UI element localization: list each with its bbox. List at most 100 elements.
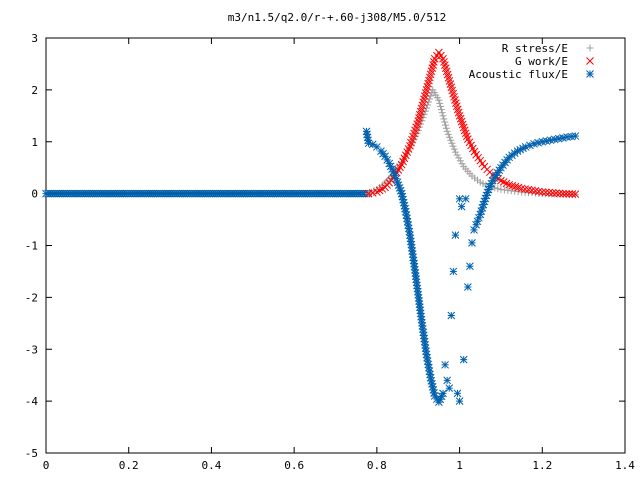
g-work-e-point xyxy=(417,104,426,113)
acoustic-flux-e-point xyxy=(453,389,462,398)
g-work-e-point xyxy=(462,132,471,141)
acoustic-flux-e-point xyxy=(457,202,466,211)
g-work-e-point xyxy=(457,117,466,126)
r-stress-e-point xyxy=(446,133,454,141)
g-work-e-point xyxy=(459,123,468,132)
acoustic-flux-e-point xyxy=(468,239,476,247)
g-work-e-point xyxy=(461,129,470,138)
r-stress-e-point xyxy=(448,139,456,147)
g-work-e-point xyxy=(414,117,423,125)
r-stress-e-point xyxy=(415,123,423,131)
g-work-e-point xyxy=(458,120,467,129)
g-work-e-point xyxy=(548,188,557,197)
acoustic-flux-e-point xyxy=(455,194,464,203)
r-stress-e-point xyxy=(456,157,464,165)
g-work-e-point xyxy=(545,188,554,197)
r-stress-e-point xyxy=(494,185,502,193)
g-work-e-point xyxy=(455,111,464,120)
g-work-e-point xyxy=(415,114,423,122)
g-work-e-point xyxy=(423,82,432,91)
g-work-e-point xyxy=(416,110,424,119)
y-tick-label: -5 xyxy=(25,447,38,460)
legend-marker xyxy=(586,70,594,78)
r-stress-e-point xyxy=(443,127,451,135)
y-tick-labels: 3 2 1 0 -1 -2 -3 -4 -5 xyxy=(25,32,39,460)
legend-label: Acoustic flux/E xyxy=(469,68,568,81)
r-stress-e-point xyxy=(450,145,458,153)
r-stress-e-point xyxy=(447,136,455,144)
g-work-e-point xyxy=(429,61,437,69)
y-tick-label: -2 xyxy=(25,291,38,304)
g-work-e-point xyxy=(416,107,425,116)
g-work-e-point xyxy=(430,58,438,66)
acoustic-flux-e-point xyxy=(455,397,464,405)
acoustic-flux-e-point xyxy=(445,384,454,393)
g-work-e-point xyxy=(552,189,560,197)
acoustic-flux-e-point xyxy=(447,311,456,320)
acoustic-flux-e-point xyxy=(526,141,534,150)
g-work-e-point xyxy=(419,98,428,107)
r-stress-e-point xyxy=(442,121,450,129)
r-stress-e-point xyxy=(437,102,445,110)
x-tick-label: 0.2 xyxy=(119,459,139,472)
acoustic-flux-e-point xyxy=(451,231,460,239)
g-work-e-point xyxy=(456,114,465,123)
y-tick-label: -1 xyxy=(25,240,38,253)
acoustic-flux-e-point xyxy=(470,226,478,234)
r-stress-e-point xyxy=(444,130,452,138)
g-work-e-point xyxy=(541,188,550,197)
y-tick-label: 2 xyxy=(31,84,38,97)
data-points xyxy=(42,48,580,407)
g-work-e-point xyxy=(568,190,577,198)
acoustic-flux-e-point xyxy=(461,194,470,203)
g-work-e-point xyxy=(426,70,435,79)
r-stress-e-point xyxy=(491,184,499,192)
y-tick-label: -4 xyxy=(25,395,39,408)
g-work-e-point xyxy=(425,73,434,82)
acoustic-flux-e-point xyxy=(383,156,392,164)
y-tick-label: 3 xyxy=(31,32,38,45)
r-stress-e-point xyxy=(441,118,449,126)
x-tick-label: 0.4 xyxy=(201,459,221,472)
g-work-e-point xyxy=(427,67,436,76)
x-tick-labels: 0 0.2 0.4 0.6 0.8 1 1.2 1.4 xyxy=(43,459,636,472)
r-stress-e-point xyxy=(440,115,448,123)
x-tick-label: 1 xyxy=(456,459,463,472)
acoustic-flux-e-point xyxy=(368,140,377,149)
g-work-e-point xyxy=(428,64,437,72)
g-work-e-point xyxy=(421,89,430,97)
x-tick-label: 0 xyxy=(43,459,50,472)
y-tick-label: 1 xyxy=(31,136,38,149)
chart-title: m3/n1.5/q2.0/r-+.60-j308/M5.0/512 xyxy=(228,11,447,24)
g-work-e-point xyxy=(420,95,428,104)
x-tick-label: 1.4 xyxy=(615,459,635,472)
g-work-e-point xyxy=(562,189,570,198)
y-tick-label: 0 xyxy=(31,188,38,201)
g-work-e-point xyxy=(460,126,469,135)
y-tick-label: -3 xyxy=(25,343,38,356)
acoustic-flux-e-point xyxy=(463,283,472,291)
acoustic-flux-e-point xyxy=(484,185,493,194)
acoustic-flux-e-point xyxy=(466,262,474,271)
g-work-e-point xyxy=(424,79,432,88)
acoustic-flux-e-point xyxy=(439,389,447,398)
x-tick-label: 0.6 xyxy=(284,459,304,472)
r-stress-e-point xyxy=(451,148,459,156)
g-work-e-point xyxy=(565,190,574,198)
g-work-e-point xyxy=(418,101,427,110)
g-work-e-point xyxy=(538,188,547,196)
r-stress-e-point xyxy=(439,112,447,120)
g-work-e-point xyxy=(555,189,564,198)
r-stress-e-point xyxy=(437,106,445,114)
legend-marker xyxy=(586,57,594,65)
r-stress-e-point xyxy=(438,109,446,117)
r-stress-e-point xyxy=(436,99,444,107)
acoustic-flux-e-point xyxy=(441,360,449,369)
legend-label: R stress/E xyxy=(502,42,568,55)
g-work-e-point xyxy=(425,76,433,85)
plot-border xyxy=(45,37,626,454)
g-work-e-point xyxy=(559,189,567,198)
acoustic-flux-e-point xyxy=(571,132,580,140)
g-work-e-point xyxy=(571,190,580,198)
